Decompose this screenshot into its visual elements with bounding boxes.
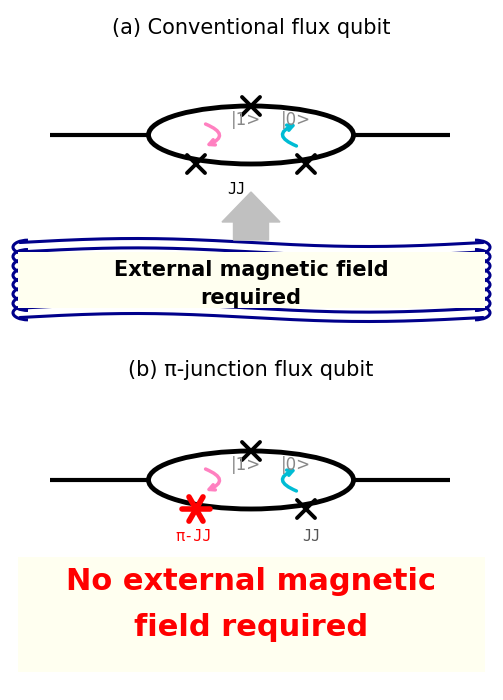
Text: required: required xyxy=(201,288,301,308)
Text: field required: field required xyxy=(134,613,368,643)
Text: No external magnetic: No external magnetic xyxy=(66,568,436,596)
Text: |1>: |1> xyxy=(231,456,261,474)
Text: π-JJ: π-JJ xyxy=(176,529,212,544)
FancyArrow shape xyxy=(222,192,280,240)
Text: |1>: |1> xyxy=(231,111,261,129)
FancyBboxPatch shape xyxy=(18,557,485,672)
Text: JJ: JJ xyxy=(302,529,320,544)
Text: External magnetic field: External magnetic field xyxy=(114,260,388,280)
Text: (b) π-junction flux qubit: (b) π-junction flux qubit xyxy=(128,360,374,380)
Text: JJ: JJ xyxy=(227,182,245,197)
Text: |0>: |0> xyxy=(281,111,311,129)
Text: (a) Conventional flux qubit: (a) Conventional flux qubit xyxy=(112,18,390,38)
FancyBboxPatch shape xyxy=(18,252,485,308)
Text: |0>: |0> xyxy=(281,456,311,474)
